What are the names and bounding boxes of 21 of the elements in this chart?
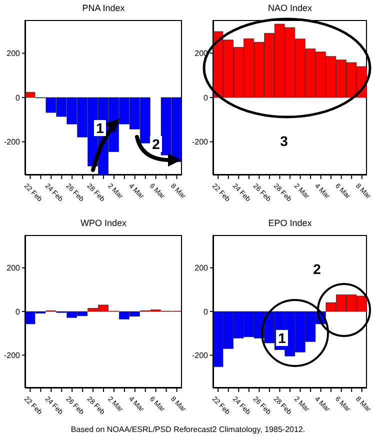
y-tick-label: 200 (6, 49, 21, 58)
annotation: 3 (280, 133, 288, 149)
y-tick-label: 200 (6, 264, 21, 273)
y-tick-label: 0 (204, 307, 209, 316)
text: Based on NOAA/ESRL/PSD Reforecast2 Climatology, 1985-2012. (70, 425, 306, 434)
y-tick-label: 0 (204, 93, 209, 102)
y-tick-label: -200 (192, 138, 209, 147)
y-tick-label: 200 (194, 264, 209, 273)
annotation: 1 (278, 330, 286, 346)
y-tick-label: 0 (16, 307, 21, 316)
annotation: 1 (96, 120, 104, 136)
chart-title: NAO Index (266, 3, 314, 13)
y-tick-label: -200 (4, 138, 21, 147)
annotation: 2 (313, 261, 322, 277)
chart-title: PNA Index (81, 3, 126, 13)
chart-title: WPO Index (79, 218, 128, 228)
y-tick-label: -200 (4, 351, 21, 360)
annotation: 2 (152, 136, 160, 152)
y-tick-label: -200 (192, 351, 209, 360)
chart-title: EPO Index (267, 218, 313, 228)
y-tick-label: 0 (16, 93, 21, 102)
